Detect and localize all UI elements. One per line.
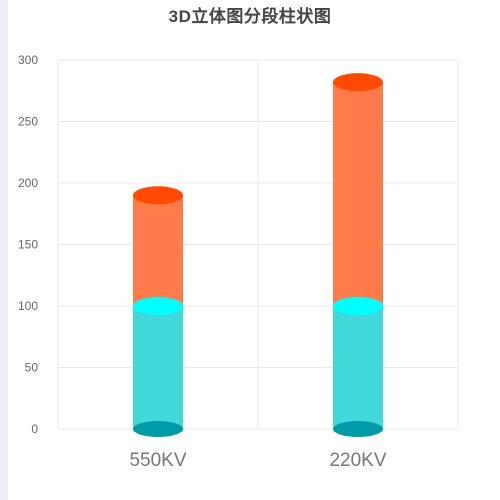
- y-tick-label: 200: [18, 176, 38, 190]
- bar-segment-1-1: [333, 82, 383, 306]
- bar-top-cap-1-0: [333, 297, 383, 315]
- bars: [133, 73, 383, 437]
- y-tick-label: 150: [18, 238, 38, 252]
- bar-segment-0-0: [133, 306, 183, 429]
- x-axis-category-labels: 550KV 220KV: [129, 450, 386, 471]
- y-tick-label: 100: [18, 299, 38, 313]
- left-edge-strip: [0, 0, 8, 500]
- x-axis-label-220kv: 220KV: [329, 450, 386, 471]
- y-tick-label: 0: [31, 422, 38, 436]
- bar-base-cap: [133, 421, 183, 437]
- bar-segment-0-1: [133, 195, 183, 306]
- bar-segment-1-0: [333, 306, 383, 429]
- bar-top-cap-0-1: [133, 186, 183, 205]
- y-tick-label: 50: [25, 361, 39, 375]
- y-axis-tick-labels: 0 50 100 150 200 250 300: [18, 53, 38, 436]
- y-tick-label: 300: [18, 53, 38, 67]
- y-tick-label: 250: [18, 115, 38, 129]
- bar-top-cap-0-0: [133, 297, 183, 315]
- chart-title: 3D立体图分段柱状图: [168, 7, 332, 26]
- bar-base-cap: [333, 421, 383, 437]
- grid-lines: [57, 59, 459, 430]
- x-axis-label-550kv: 550KV: [129, 450, 186, 471]
- bar-top-cap-1-1: [333, 73, 383, 92]
